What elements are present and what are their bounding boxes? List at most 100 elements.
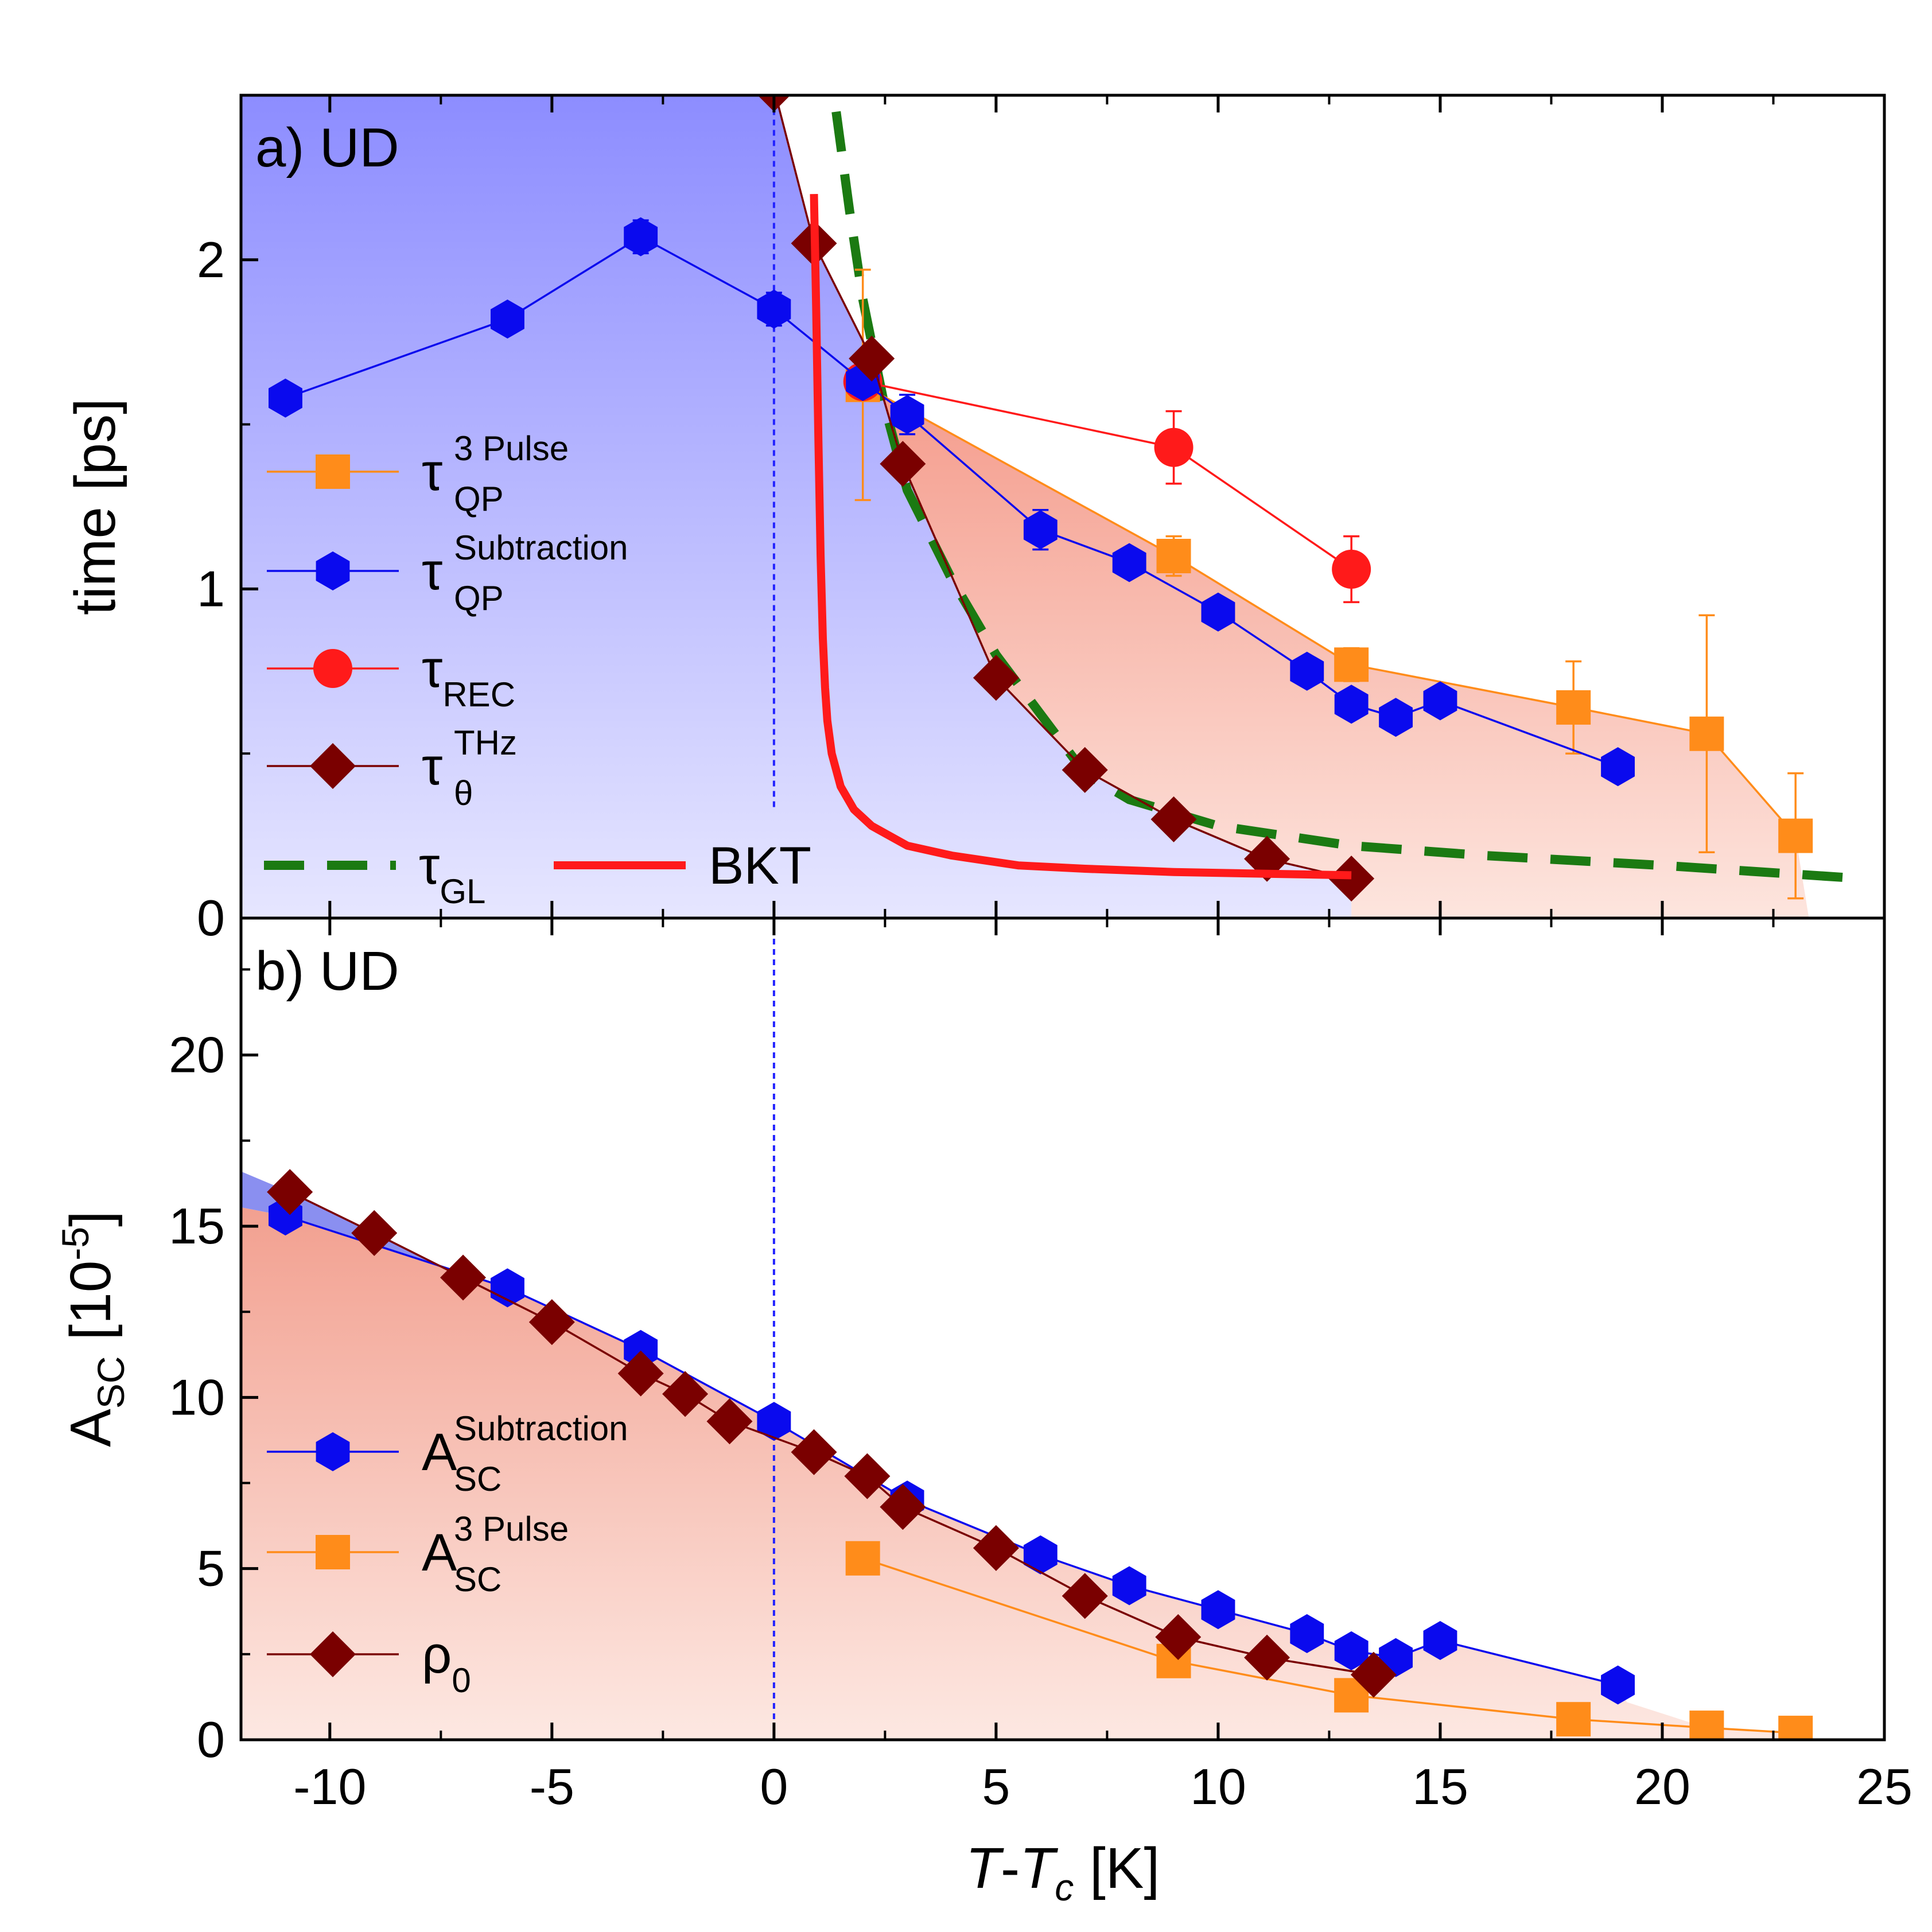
a-sc-subtraction-point	[1290, 1614, 1324, 1653]
panel-a-series	[269, 95, 1863, 902]
tau-qp-subtraction-point	[757, 289, 791, 329]
a-sc-subtraction-point	[1601, 1665, 1635, 1705]
rho-0-point	[617, 1350, 664, 1397]
rho-0-point	[440, 1254, 487, 1301]
panel-b-series	[267, 1169, 1813, 1740]
legend-marker	[316, 454, 350, 489]
legend-entry-rho-0: ρ0	[267, 1626, 471, 1700]
legend-marker	[313, 649, 352, 688]
panel-b-shaded-region-salmon	[241, 1207, 1809, 1740]
rho-0-point	[351, 1210, 398, 1256]
legend-label: τ THz θ	[422, 724, 517, 813]
a-sc-subtraction-point	[1423, 1621, 1457, 1660]
tau-qp-3pulse-point	[1156, 539, 1191, 574]
legend-label: τGL	[419, 837, 485, 911]
rho-0-point	[528, 1299, 575, 1346]
x-tick-label: 25	[1856, 1758, 1912, 1815]
a-sc-subtraction-point	[1334, 1631, 1369, 1670]
x-tick-label: 15	[1412, 1758, 1468, 1815]
tau-theta-thz-point	[1062, 747, 1108, 793]
tau-qp-subtraction-point	[269, 378, 302, 418]
x-tick-label: -5	[530, 1758, 574, 1815]
y-tick-label: 2	[197, 231, 225, 288]
tau-theta-thz-point	[849, 335, 895, 382]
panel-b-frame	[239, 916, 1886, 1741]
tau-qp-subtraction-point	[1601, 747, 1635, 787]
a-sc-subtraction-point	[491, 1268, 524, 1308]
y-tick-label: 1	[197, 560, 225, 617]
svg-text:ASC [10-5]: ASC [10-5]	[54, 1211, 132, 1447]
tau-qp-subtraction-point	[1423, 681, 1457, 721]
legend-entry-tau-qp-subtraction: τ Subtraction QP	[267, 528, 628, 617]
y-tick-label: 20	[169, 1027, 225, 1083]
legend-label: A3 Pulse SC	[422, 1510, 569, 1599]
legend-label: ρ0	[422, 1626, 471, 1700]
tau-theta-thz-point	[1150, 796, 1197, 842]
panel-a-shaded-region-blue	[241, 95, 1352, 918]
rho-0-point	[706, 1398, 753, 1445]
tau-qp-3pulse-point	[1334, 647, 1369, 682]
panel-a-plot-area	[241, 95, 1863, 918]
tau-qp-subtraction-point	[1334, 685, 1369, 724]
legend-entry-tau-theta-thz: τ THz θ	[267, 724, 517, 813]
rho-0-point	[1062, 1573, 1108, 1619]
tau-gl-line	[831, 111, 1863, 884]
y-tick-label: 0	[197, 889, 225, 946]
tau-qp-3pulse-point	[1778, 818, 1813, 853]
x-tick-label: 20	[1634, 1758, 1690, 1815]
rho-0-point	[880, 1484, 926, 1530]
panel-a-shaded-region-salmon	[862, 358, 1809, 918]
panel-b: 0 5 10 15 20 -10 -5 0 5 10 15 20 25 b) UD ASC [10-5…	[54, 916, 1912, 1908]
tau-qp-subtraction-point	[624, 217, 658, 256]
legend-entry-tau-gl: τGL	[264, 837, 485, 911]
a-sc-subtraction-point	[1023, 1535, 1058, 1575]
panel-a-x-ticks	[328, 95, 1886, 918]
tau-qp-subtraction-point	[1290, 651, 1324, 691]
legend-entry-a-sc-3pulse: A3 Pulse SC	[267, 1510, 569, 1599]
tau-theta-thz-point	[973, 655, 1019, 701]
tau-qp-subtraction-point	[491, 300, 524, 339]
tau-theta-thz-point	[880, 441, 926, 487]
legend-label: BKT	[709, 837, 811, 895]
legend-label: τ Subtraction QP	[422, 528, 628, 617]
legend-entry-a-sc-subtraction: ASubtraction SC	[267, 1409, 628, 1498]
a-sc-3pulse-point	[1556, 1702, 1591, 1737]
panel-b-label: b) UD	[255, 940, 399, 1002]
legend-marker	[310, 743, 356, 789]
legend-marker	[316, 1432, 350, 1471]
tau-rec-point	[1154, 427, 1194, 467]
a-sc-3pulse-point	[845, 1541, 880, 1576]
tau-qp-subtraction-point	[890, 395, 924, 434]
x-tick-label: 0	[760, 1758, 788, 1815]
tau-qp-3pulse-point	[1556, 690, 1591, 725]
tau-qp-3pulse-point	[1689, 716, 1724, 751]
legend-label: ASubtraction SC	[422, 1409, 628, 1498]
panel-b-y-axis: 0 5 10 15 20	[169, 968, 258, 1768]
rho-0-point	[1350, 1651, 1397, 1698]
legend-marker	[316, 551, 350, 590]
x-tick-label: 5	[982, 1758, 1010, 1815]
panel-b-plot-area	[241, 918, 1813, 1740]
rho-0-point	[1155, 1614, 1202, 1660]
tau-theta-thz-point	[1328, 856, 1375, 902]
x-tick-label: 10	[1190, 1758, 1246, 1815]
panel-b-x-axis: -10 -5 0 5 10 15 20 25	[293, 918, 1912, 1815]
rho-0-point	[662, 1371, 709, 1417]
legend-label: τREC	[422, 640, 515, 714]
a-sc-subtraction-point	[1201, 1590, 1235, 1630]
rho-0-point	[973, 1525, 1019, 1571]
rho-0-point	[267, 1169, 313, 1215]
tau-rec-point	[1332, 549, 1371, 589]
panel-b-y-axis-title: ASC [10-5]	[54, 1211, 132, 1447]
x-axis-title: T-Tc [K]	[966, 1836, 1160, 1908]
y-tick-label: 15	[169, 1198, 225, 1254]
legend-entry-bkt: BKT	[554, 837, 811, 895]
panel-b-legend: ASubtraction SC A3 Pulse SC ρ0	[267, 1409, 628, 1700]
tau-qp-subtraction-point	[1112, 543, 1146, 582]
legend-marker	[310, 1631, 356, 1677]
tau-qp-subtraction-point	[1379, 698, 1413, 737]
x-tick-label: -10	[293, 1758, 366, 1815]
rho-0-point	[844, 1453, 891, 1499]
